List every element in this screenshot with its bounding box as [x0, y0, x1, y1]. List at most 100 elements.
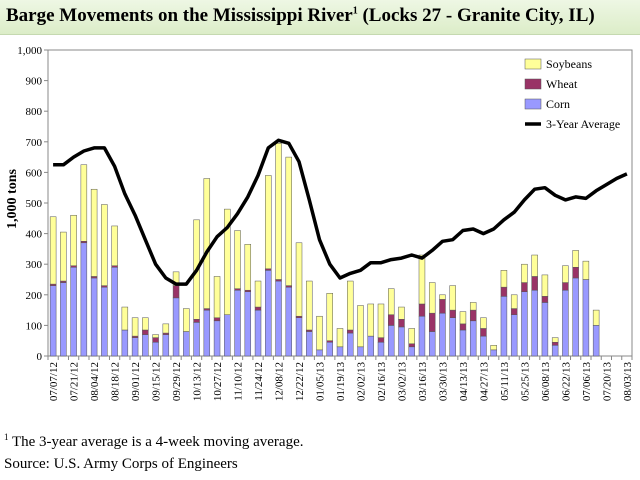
- legend-label: Soybeans: [546, 57, 592, 71]
- bar-soybeans: [469, 302, 477, 311]
- x-tick-label: 12/08/12: [274, 362, 286, 401]
- bar-soybeans: [500, 270, 508, 288]
- bar-soybeans: [295, 242, 303, 317]
- bar-corn: [572, 277, 579, 357]
- bar-corn: [90, 277, 98, 357]
- x-tick-label: 07/20/13: [601, 362, 613, 402]
- x-tick-label: 11/24/12: [253, 362, 265, 401]
- x-tick-label: 04/27/13: [478, 362, 490, 402]
- bar-corn: [500, 296, 508, 357]
- y-tick-label: 600: [26, 167, 43, 179]
- y-tick-label: 300: [26, 259, 43, 271]
- bar-wheat: [572, 267, 579, 279]
- bar-soybeans: [326, 293, 333, 341]
- bar-wheat: [521, 282, 528, 292]
- bar-soybeans: [111, 225, 118, 266]
- x-tick-label: 08/03/13: [622, 362, 634, 402]
- y-tick-label: 700: [26, 137, 43, 149]
- bar-soybeans: [459, 311, 467, 325]
- bar-soybeans: [213, 276, 221, 319]
- bar-soybeans: [490, 345, 497, 351]
- bar-corn: [172, 297, 180, 357]
- bar-wheat: [428, 312, 436, 332]
- bar-corn: [449, 317, 456, 357]
- x-tick-label: 03/30/13: [437, 362, 449, 402]
- bar-corn: [459, 329, 467, 357]
- y-axis-title-group: 1,000 tons: [5, 169, 20, 229]
- bar-corn: [285, 286, 292, 357]
- bar-wheat: [377, 337, 385, 343]
- bar-wheat: [449, 309, 456, 319]
- bar-soybeans: [60, 231, 67, 282]
- footnote-text: The 3-year average is a 4-week moving av…: [8, 434, 304, 450]
- x-tick-label: 05/11/13: [499, 362, 511, 401]
- bar-corn: [408, 346, 415, 357]
- x-tick-label: 07/21/12: [69, 362, 81, 401]
- legend-label: Corn: [546, 97, 570, 111]
- plot-area: 0 100 200 300 400 500 600 700 800 900 1,000 07/07/1…: [17, 45, 634, 401]
- bar-soybeans: [183, 308, 190, 332]
- bar-corn: [142, 334, 149, 357]
- bar-corn: [203, 309, 211, 357]
- bar-soybeans: [377, 303, 385, 338]
- bar-soybeans: [510, 294, 518, 309]
- bar-corn: [531, 289, 538, 357]
- bar-soybeans: [254, 280, 262, 308]
- x-tick-label: 08/18/12: [110, 362, 122, 401]
- bar-corn: [316, 349, 323, 357]
- x-tick-label: 02/02/13: [355, 362, 367, 402]
- bar-corn: [152, 341, 159, 357]
- bar-soybeans: [428, 282, 436, 314]
- bar-soybeans: [265, 175, 272, 270]
- legend-swatch: [524, 98, 542, 110]
- bar-wheat: [213, 317, 221, 322]
- bar-wheat: [469, 309, 477, 322]
- x-tick-label: 05/25/13: [519, 362, 531, 402]
- legend-swatch: [524, 78, 542, 90]
- x-tick-label: 11/10/12: [233, 362, 245, 401]
- bar-corn: [367, 335, 374, 357]
- y-tick-label: 800: [26, 106, 43, 118]
- x-tick-label: 02/16/13: [376, 362, 388, 402]
- bar-corn: [418, 315, 426, 357]
- footnote: 1 The 3-year average is a 4-week moving …: [4, 432, 304, 451]
- legend-label: Wheat: [546, 77, 578, 91]
- bar-corn: [336, 346, 344, 357]
- bar-corn: [162, 334, 170, 357]
- bar-soybeans: [142, 317, 149, 331]
- bar-soybeans: [70, 214, 77, 266]
- bar-corn: [521, 291, 528, 357]
- bar-corn: [183, 331, 190, 357]
- bar-wheat: [172, 285, 180, 299]
- bar-corn: [480, 335, 487, 357]
- bar-corn: [131, 337, 139, 357]
- bar-soybeans: [316, 315, 323, 351]
- bar-corn: [326, 341, 333, 357]
- bar-soybeans: [551, 337, 559, 343]
- legend-label: 3-Year Average: [546, 117, 620, 131]
- x-tick-label: 04/13/13: [458, 362, 470, 402]
- bar-corn: [254, 309, 262, 357]
- x-tick-label: 01/05/13: [315, 362, 327, 402]
- bar-wheat: [254, 306, 262, 311]
- bar-soybeans: [80, 164, 88, 242]
- bar-corn: [111, 267, 118, 357]
- y-tick-label: 900: [26, 76, 43, 88]
- bar-corn: [234, 289, 241, 357]
- bar-wheat: [531, 276, 538, 291]
- bar-soybeans: [388, 288, 395, 315]
- bar-corn: [510, 314, 518, 357]
- bar-wheat: [408, 343, 415, 348]
- bar-corn: [121, 329, 129, 357]
- bar-soybeans: [398, 306, 405, 320]
- bar-wheat: [152, 337, 159, 343]
- bar-wheat: [541, 296, 549, 303]
- chart-title: Barge Movements on the Mississippi River…: [6, 5, 595, 27]
- y-tick-label: 1,000: [17, 45, 42, 57]
- bar-corn: [377, 341, 385, 357]
- bar-wheat: [500, 286, 508, 297]
- title-bar: Barge Movements on the Mississippi River…: [0, 0, 640, 35]
- bar-wheat: [551, 341, 559, 346]
- bar-soybeans: [418, 254, 426, 305]
- bar-wheat: [480, 328, 487, 337]
